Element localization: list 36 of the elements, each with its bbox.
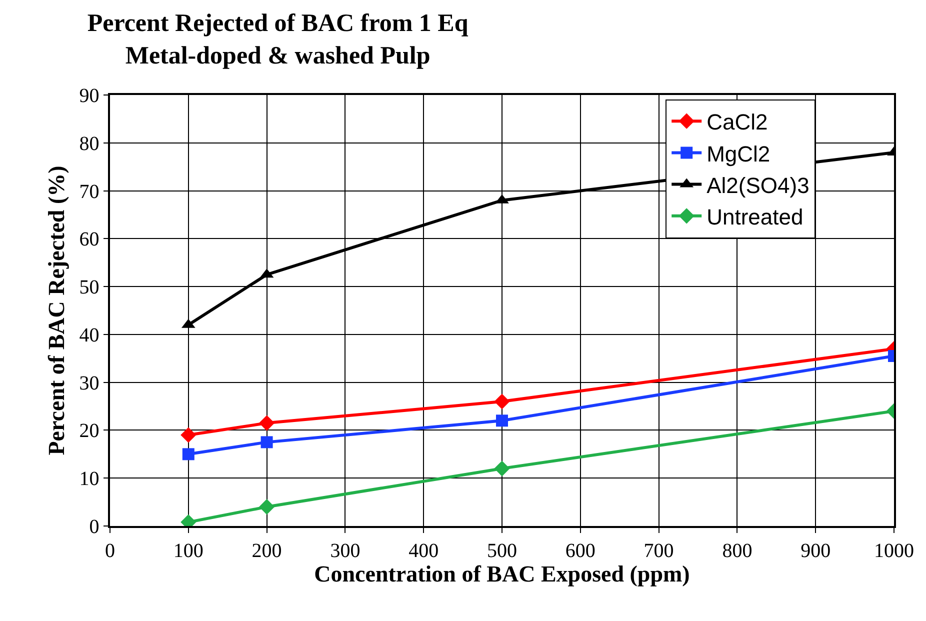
x-tick-label: 900 <box>800 540 831 562</box>
x-tick-label: 600 <box>565 540 596 562</box>
x-tick-label: 800 <box>722 540 752 562</box>
y-tick-label: 0 <box>89 516 100 538</box>
x-tick-label: 100 <box>173 540 204 562</box>
y-tick-label: 50 <box>79 276 100 299</box>
point <box>180 427 196 443</box>
y-tick-label: 80 <box>79 132 100 155</box>
legend-label: Al2(SO4)3 <box>706 172 810 198</box>
y-tick-label: 40 <box>79 324 100 346</box>
point <box>260 436 273 448</box>
legend-label: CaCl2 <box>706 110 768 135</box>
x-tick-label: 200 <box>252 540 282 562</box>
y-tick-label: 30 <box>79 372 100 394</box>
legend-label: MgCl2 <box>706 141 770 166</box>
x-tick-label: 300 <box>330 540 360 562</box>
point <box>496 414 508 427</box>
x-tick-label: 1000 <box>874 540 914 562</box>
point <box>182 448 194 460</box>
point <box>494 394 510 410</box>
point <box>259 415 275 431</box>
x-tick-label: 0 <box>105 540 115 562</box>
y-tick-label: 70 <box>79 180 100 203</box>
chart-title: Percent Rejected of BAC from 1 Eq Metal-doped & washed Pulp <box>87 10 468 70</box>
legend-label: Untreated <box>706 204 804 230</box>
y-tick-label: 20 <box>79 420 100 442</box>
x-axis-title: Concentration of BAC Exposed (ppm) <box>314 562 690 587</box>
x-tick-label: 700 <box>644 540 674 562</box>
x-tick-label: 400 <box>408 540 439 562</box>
y-tick-label: 90 <box>79 85 100 107</box>
x-tick-label: 500 <box>487 540 517 562</box>
point <box>259 499 275 515</box>
point <box>494 460 510 476</box>
y-tick-label: 60 <box>79 228 100 251</box>
y-axis-title: Percent of BAC Rejected (%) <box>44 166 70 456</box>
y-tick-label: 10 <box>79 468 100 490</box>
